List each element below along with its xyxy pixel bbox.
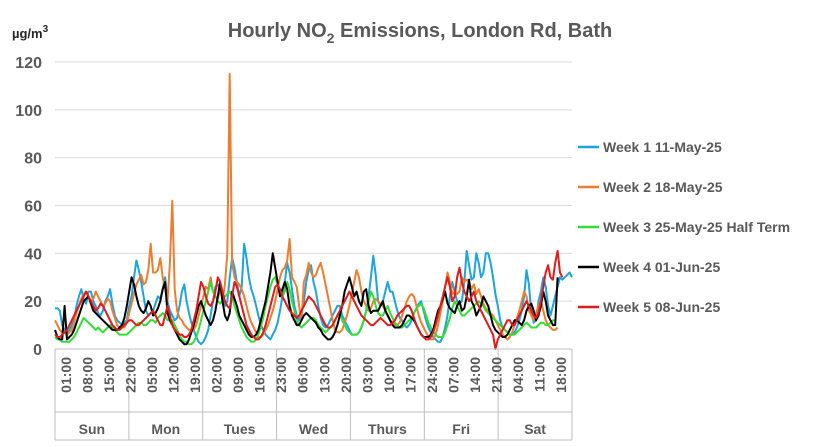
day-label: Sun <box>79 421 105 437</box>
x-tick-label: 20:00 <box>338 357 354 393</box>
legend-item-week-1: Week 1 11-May-25 <box>578 139 722 155</box>
x-tick-label: 19:00 <box>187 357 203 393</box>
x-tick-label: 10:00 <box>381 357 397 393</box>
day-label: Mon <box>151 421 180 437</box>
legend-item-week-3: Week 3 25-May-25 Half Term <box>578 219 790 235</box>
gridlines <box>55 61 572 302</box>
y-axis-ticks: 0 20 40 60 80 100 120 <box>15 55 42 359</box>
y-tick-label: 20 <box>24 294 42 311</box>
legend: Week 1 11-May-25 Week 2 18-May-25 Week 3 2… <box>578 139 790 315</box>
legend-item-week-5: Week 5 08-Jun-25 <box>578 299 720 315</box>
y-tick-label: 60 <box>24 199 42 216</box>
x-tick-label: 21:00 <box>489 357 505 393</box>
y-tick-label: 0 <box>33 342 42 359</box>
legend-label: Week 2 18-May-25 <box>603 179 723 195</box>
x-tick-label: 18:00 <box>553 357 569 393</box>
day-label: Thurs <box>368 421 407 437</box>
legend-label: Week 1 11-May-25 <box>603 139 722 155</box>
series-line-week-2 <box>54 73 559 341</box>
x-tick-label: 02:00 <box>209 357 225 393</box>
x-tick-label: 23:00 <box>273 357 289 393</box>
x-tick-label: 15:00 <box>101 357 117 393</box>
day-label: Tues <box>224 421 256 437</box>
x-tick-label: 12:00 <box>166 357 182 393</box>
series-lines <box>54 73 573 350</box>
series-line-week-4 <box>54 252 559 346</box>
legend-label: Week 5 08-Jun-25 <box>603 299 720 315</box>
chart-title-main: Hourly NO <box>228 20 327 42</box>
x-tick-label: 04:00 <box>510 357 526 393</box>
y-tick-label: 80 <box>24 151 42 168</box>
y-axis-unit-superscript: 3 <box>43 24 49 35</box>
chart-title: Hourly NO2 Emissions, London Rd, Bath <box>228 20 613 46</box>
x-tick-label: 24:00 <box>424 357 440 393</box>
day-label: Sat <box>524 421 546 437</box>
legend-item-week-2: Week 2 18-May-25 <box>578 179 723 195</box>
x-tick-label: 22:00 <box>122 357 138 393</box>
chart-title-subscript: 2 <box>327 30 335 46</box>
x-tick-label: 08:00 <box>79 357 95 393</box>
legend-item-week-4: Week 4 01-Jun-25 <box>578 259 720 275</box>
y-tick-label: 100 <box>15 103 42 120</box>
y-axis-unit: µg/m <box>12 26 43 41</box>
y-tick-label: 40 <box>24 246 42 263</box>
x-tick-label: 06:00 <box>295 357 311 393</box>
x-tick-label: 07:00 <box>446 357 462 393</box>
series-line-week-1 <box>55 242 573 346</box>
y-axis-unit-label: µg/m3 <box>12 24 49 41</box>
day-label: Wed <box>299 421 328 437</box>
chart-title-suffix: Emissions, London Rd, Bath <box>334 20 612 42</box>
x-tick-label: 14:00 <box>467 357 483 393</box>
x-axis: 01:00 08:00 15:00 22:00 05:00 12:00 19:00 02:00… <box>54 348 573 441</box>
x-tick-label: 17:00 <box>402 357 418 393</box>
x-tick-label: 03:00 <box>359 357 375 393</box>
legend-label: Week 4 01-Jun-25 <box>603 259 720 275</box>
x-tick-label: 13:00 <box>316 357 332 393</box>
day-label: Fri <box>452 421 470 437</box>
legend-label: Week 3 25-May-25 Half Term <box>603 219 790 235</box>
x-tick-label: 16:00 <box>252 357 268 393</box>
x-tick-label: 09:00 <box>230 357 246 393</box>
x-tick-label: 01:00 <box>58 357 74 393</box>
x-tick-label: 05:00 <box>144 357 160 393</box>
series-line-week-3 <box>54 276 556 346</box>
x-tick-label: 11:00 <box>532 357 548 392</box>
series-line-week-5 <box>54 249 564 350</box>
y-tick-label: 120 <box>15 55 42 72</box>
